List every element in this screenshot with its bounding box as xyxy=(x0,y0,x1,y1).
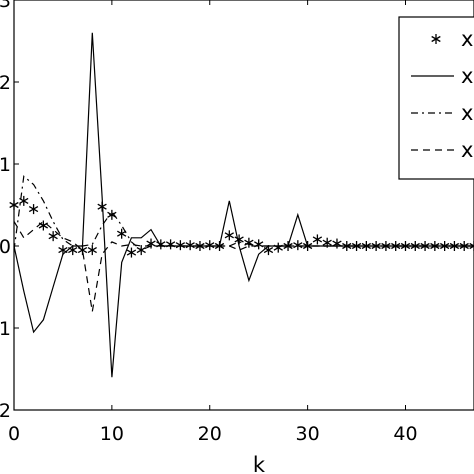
series-1-point xyxy=(28,204,39,215)
series-1-point xyxy=(332,238,342,249)
series-4 xyxy=(13,220,474,312)
x-tick-label: 10 xyxy=(100,423,124,445)
series-1-point xyxy=(312,234,323,245)
x-tick-label: 20 xyxy=(198,423,222,445)
series-1-point xyxy=(469,241,474,251)
legend-label: x xyxy=(461,27,473,51)
legend-entry: x xyxy=(411,64,473,88)
legend-label: x xyxy=(461,138,473,162)
x-tick-label: 0 xyxy=(8,423,20,445)
y-tick-label: 3 xyxy=(0,0,11,12)
series-1-point xyxy=(126,247,137,258)
x-tick-label: 40 xyxy=(393,423,417,445)
legend-entry: x xyxy=(411,101,473,125)
series-1-point xyxy=(293,240,303,251)
series-1-point xyxy=(185,240,195,251)
y-tick-label: 0 xyxy=(0,236,11,258)
y-tick-label: 2 xyxy=(0,72,11,94)
series-1-point xyxy=(87,245,97,256)
series-layer xyxy=(9,32,474,378)
series-1-point xyxy=(205,240,215,251)
legend-marker xyxy=(431,34,441,44)
series-1-point xyxy=(234,234,244,245)
series-1-point xyxy=(48,231,58,242)
legend-label: x xyxy=(461,64,473,88)
series-1-point xyxy=(136,245,146,256)
x-tick-label: 30 xyxy=(296,423,320,445)
series-1-point xyxy=(146,238,156,249)
series-4-line xyxy=(13,220,474,312)
x-axis-label: k xyxy=(253,453,266,474)
axes-frame xyxy=(13,0,474,411)
legend-entry: x xyxy=(411,138,473,162)
series-1-point xyxy=(175,240,186,251)
series-1-point xyxy=(224,230,234,241)
y-tick-label: 1 xyxy=(0,154,11,176)
y-tick-label: 1 xyxy=(0,318,11,340)
series-1-point xyxy=(117,228,127,239)
legend-entry: x xyxy=(431,27,473,51)
y-tick-label: 2 xyxy=(0,400,11,422)
legend-label: x xyxy=(461,101,473,125)
